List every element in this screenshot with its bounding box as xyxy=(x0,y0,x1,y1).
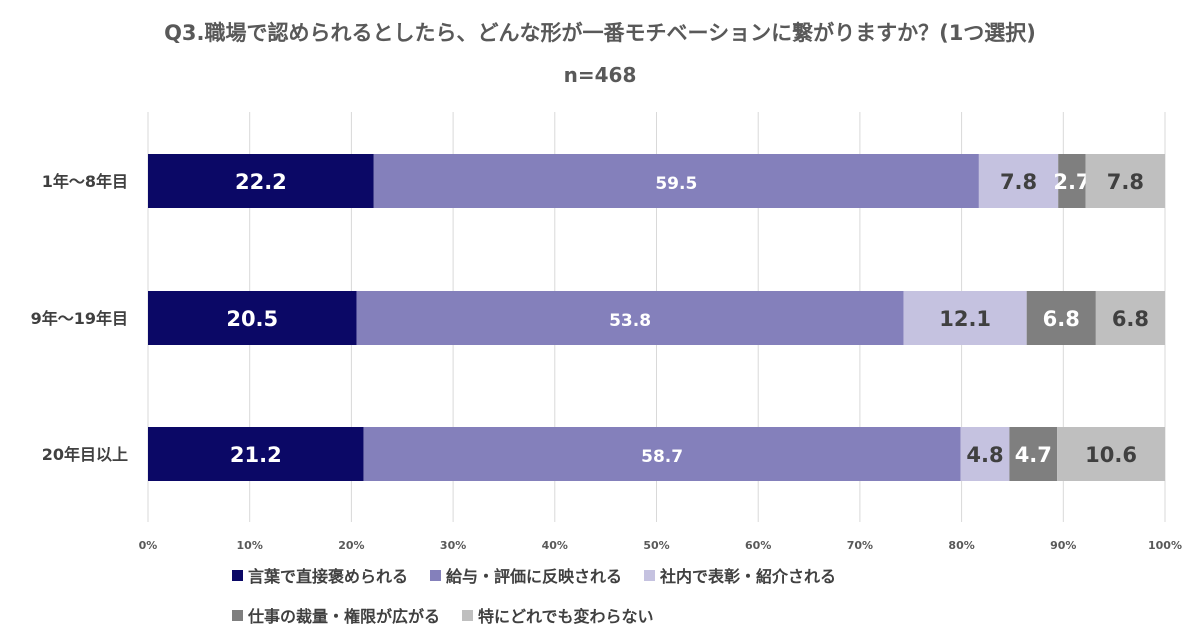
data-label: 22.2 xyxy=(235,170,287,194)
x-axis-ticks: 0% 10% 20% 30% 40% 50% 60% 70% 80% 90% 100% xyxy=(139,539,1182,552)
bar-segment xyxy=(1095,291,1165,345)
legend-swatch xyxy=(232,609,243,621)
x-tick-label: 90% xyxy=(1050,539,1076,552)
x-tick-label: 100% xyxy=(1148,539,1182,552)
bars: 22.2 59.5 7.8 2.7 7.8 20.5 53.8 12.1 6.8 6.8 21.2 5… xyxy=(148,154,1165,481)
bar-segment xyxy=(903,291,1027,345)
x-tick-label: 50% xyxy=(643,539,669,552)
bar-segment xyxy=(363,427,961,481)
legend-item: 言葉で直接褒められる xyxy=(232,563,408,587)
data-label: 10.6 xyxy=(1085,443,1137,467)
category-label: 20年目以上 xyxy=(42,445,128,464)
data-label: 12.1 xyxy=(939,307,991,331)
legend-item: 給与・評価に反映される xyxy=(430,563,622,587)
legend-label: 給与・評価に反映される xyxy=(446,567,623,586)
data-label: 7.8 xyxy=(1107,170,1144,194)
legend-swatch xyxy=(430,569,442,581)
x-tick-label: 40% xyxy=(542,539,568,552)
legend-swatch xyxy=(232,569,243,581)
legend: 言葉で直接褒められる 給与・評価に反映される 社内で表彰・紹介される仕事の裁量・権限… xyxy=(232,563,992,627)
x-tick-label: 60% xyxy=(745,539,771,552)
bar-segment xyxy=(148,154,374,208)
bar-segment xyxy=(356,291,904,345)
data-label: 53.8 xyxy=(609,311,651,331)
bar-segment xyxy=(373,154,979,208)
chart-title: Q3.職場で認められるとしたら、どんな形が一番モチベーションに繋がりますか？(1… xyxy=(164,21,1036,45)
data-label: 2.7 xyxy=(1053,170,1090,194)
x-tick-label: 70% xyxy=(847,539,873,552)
legend-swatch xyxy=(644,569,656,581)
legend-label: 特にどれでも変わらない xyxy=(478,607,654,626)
x-tick-label: 80% xyxy=(948,539,974,552)
data-label: 21.2 xyxy=(230,443,282,467)
x-tick-label: 10% xyxy=(237,539,263,552)
legend-label: 言葉で直接褒められる xyxy=(248,567,409,586)
category-label: 9年〜19年目 xyxy=(31,309,128,328)
x-tick-label: 30% xyxy=(440,539,466,552)
bar-segment xyxy=(148,291,357,345)
chart-subtitle: n=468 xyxy=(564,63,637,87)
data-label: 6.8 xyxy=(1112,307,1149,331)
data-label: 6.8 xyxy=(1043,307,1080,331)
legend-item: 仕事の裁量・権限が広がる xyxy=(232,603,440,627)
bar-segment xyxy=(960,427,1010,481)
legend-item: 特にどれでも変わらない xyxy=(462,603,654,627)
category-labels: 1年〜8年目 9年〜19年目 20年目以上 xyxy=(31,172,128,464)
data-label: 4.7 xyxy=(1015,443,1052,467)
bar-segment xyxy=(1058,154,1086,208)
data-label: 4.8 xyxy=(966,443,1003,467)
bar-segment xyxy=(978,154,1059,208)
bar-segment xyxy=(1026,291,1096,345)
x-tick-label: 20% xyxy=(338,539,364,552)
category-label: 1年〜8年目 xyxy=(42,172,128,191)
data-label: 59.5 xyxy=(655,174,697,194)
bar-segment xyxy=(148,427,364,481)
bar-segment xyxy=(1009,427,1058,481)
bar-segment xyxy=(1085,154,1165,208)
data-label: 58.7 xyxy=(641,447,683,467)
x-tick-label: 0% xyxy=(139,539,158,552)
data-label: 7.8 xyxy=(1000,170,1037,194)
legend-item: 社内で表彰・紹介される xyxy=(644,563,836,587)
bar-segment xyxy=(1057,427,1165,481)
data-label: 20.5 xyxy=(226,307,278,331)
legend-label: 仕事の裁量・権限が広がる xyxy=(248,607,441,626)
legend-swatch xyxy=(462,609,474,621)
legend-label: 社内で表彰・紹介される xyxy=(660,567,837,586)
